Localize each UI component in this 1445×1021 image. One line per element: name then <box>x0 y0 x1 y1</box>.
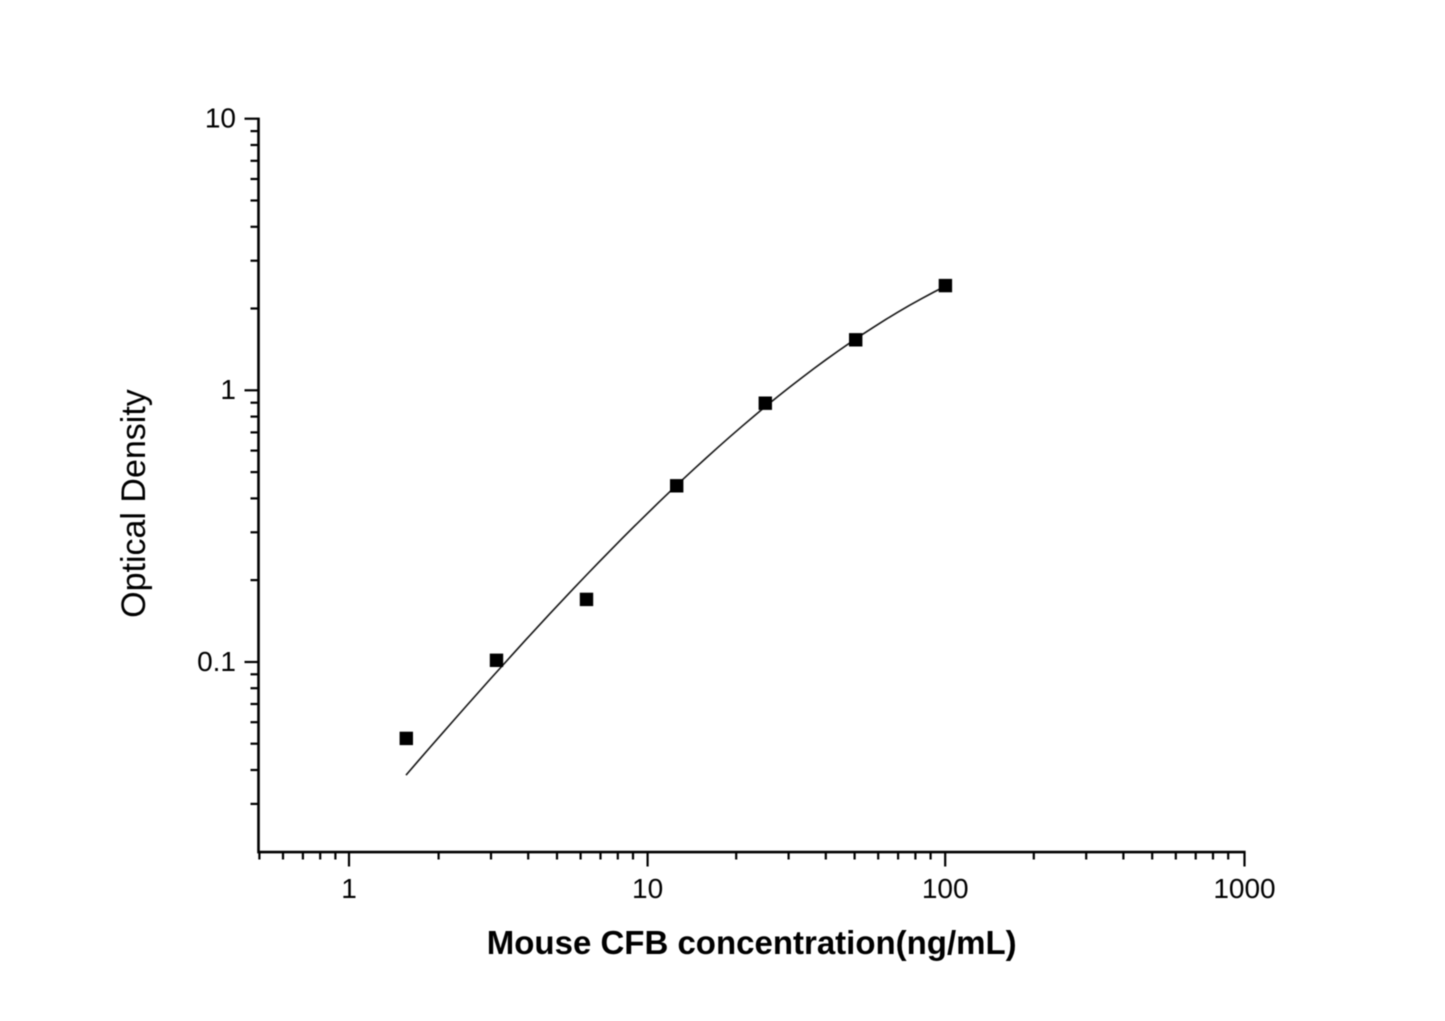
svg-text:10: 10 <box>205 103 236 134</box>
svg-text:Mouse CFB concentration(ng/mL): Mouse CFB concentration(ng/mL) <box>487 924 1017 961</box>
svg-text:100: 100 <box>922 873 969 904</box>
svg-text:Optical Density: Optical Density <box>115 389 153 618</box>
svg-text:0.1: 0.1 <box>197 646 236 677</box>
svg-text:1000: 1000 <box>1213 873 1275 904</box>
svg-text:1: 1 <box>220 374 236 405</box>
svg-text:10: 10 <box>632 873 663 904</box>
svg-text:1: 1 <box>341 873 357 904</box>
